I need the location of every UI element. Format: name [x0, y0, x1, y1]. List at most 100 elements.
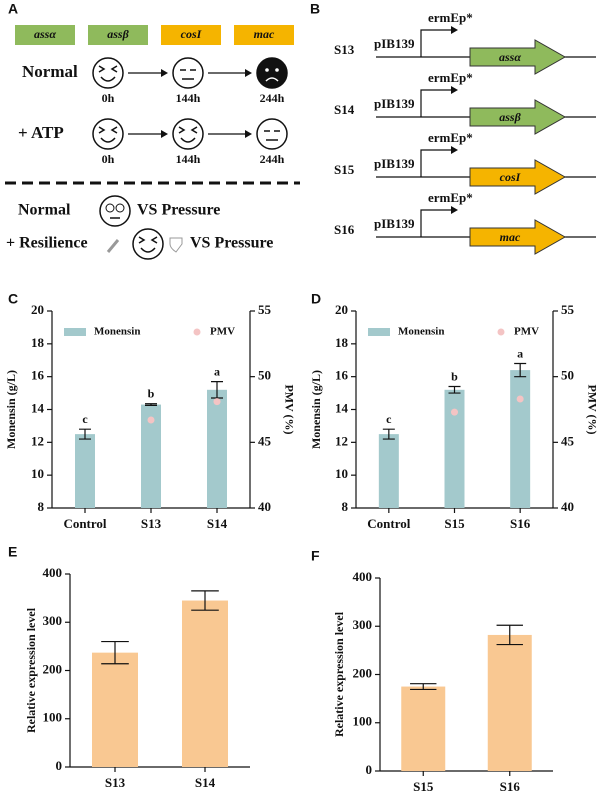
y-tick-label: 400	[353, 569, 373, 584]
y-axis-label: Relative expression level	[24, 607, 38, 733]
pmv-point	[213, 398, 221, 406]
pmv-point	[516, 395, 524, 403]
face-icon	[92, 57, 124, 89]
x-tick-label: S16	[500, 779, 521, 794]
strain-label: S14	[334, 102, 355, 117]
error-bar	[410, 683, 437, 691]
strain-label: S13	[334, 42, 355, 57]
face-features	[98, 126, 118, 143]
y-tick-label: 8	[342, 499, 349, 514]
y2-axis-label: PMV (%)	[282, 384, 296, 434]
promoter-head	[451, 86, 458, 94]
y-tick-label: 10	[335, 466, 348, 481]
significance-label: b	[148, 387, 155, 401]
y-axis-label: Monensin (g/L)	[309, 370, 323, 449]
y-tick-label: 16	[335, 368, 349, 383]
y2-tick-label: 55	[561, 302, 575, 317]
legend-swatch	[64, 328, 86, 336]
y-tick-label: 0	[56, 758, 63, 773]
legend-label: PMV	[514, 326, 539, 338]
bar	[182, 600, 228, 767]
bar	[487, 634, 532, 771]
gene-label: mac	[500, 230, 521, 244]
legend-swatch	[497, 328, 505, 336]
x-tick-label: S16	[510, 516, 531, 531]
face-eye	[265, 68, 269, 72]
condition-label: + Resilience	[6, 235, 88, 252]
significance-label: c	[386, 412, 392, 426]
face-icon	[92, 118, 124, 150]
y-tick-label: 8	[38, 499, 45, 514]
plasmid-label: pIB139	[374, 156, 415, 171]
x-tick-label: S15	[444, 516, 465, 531]
y-tick-label: 16	[31, 368, 45, 383]
gene-arrow	[469, 99, 567, 135]
sword-icon	[106, 239, 120, 253]
significance-label: b	[451, 369, 458, 383]
promoter	[420, 89, 452, 117]
y-tick-label: 14	[335, 400, 349, 415]
face-icon	[132, 228, 164, 260]
y-tick-label: 20	[335, 302, 348, 317]
arrow-head	[161, 130, 168, 138]
comparison-label: VS Pressure	[137, 202, 220, 219]
y-tick-label: 18	[31, 335, 45, 350]
face-eye	[105, 203, 115, 213]
plasmid-label: pIB139	[374, 36, 415, 51]
gene-box	[88, 25, 148, 45]
significance-label: a	[517, 346, 523, 360]
y2-tick-label: 50	[561, 368, 574, 383]
face-features	[178, 126, 198, 143]
face-icon	[256, 118, 288, 150]
promoter	[420, 209, 452, 237]
arrow-head	[245, 130, 252, 138]
y-tick-label: 200	[353, 665, 373, 680]
face-mouth	[265, 77, 279, 82]
gene-label: mac	[254, 27, 275, 41]
gene-arrow	[469, 159, 567, 195]
legend-swatch	[193, 328, 201, 336]
gene-label: assβ	[499, 110, 521, 124]
pmv-point	[147, 416, 155, 424]
x-tick-label: S15	[413, 779, 434, 794]
error-bar	[448, 385, 461, 394]
bar	[510, 370, 531, 508]
arrow-head	[161, 69, 168, 77]
promoter-head	[451, 146, 458, 154]
gene-arrow	[469, 39, 567, 75]
y2-tick-label: 55	[258, 302, 272, 317]
bar	[141, 404, 161, 508]
x-tick-label: S13	[105, 775, 126, 790]
y2-tick-label: 40	[561, 499, 574, 514]
panel-label: C	[8, 291, 18, 307]
panel-label: F	[311, 548, 320, 564]
error-bar	[211, 380, 223, 399]
arrow-head	[245, 69, 252, 77]
y-tick-label: 18	[335, 335, 349, 350]
x-tick-label: S13	[141, 516, 162, 531]
time-label: 144h	[176, 152, 201, 166]
y2-tick-label: 45	[258, 433, 272, 448]
legend-swatch	[368, 328, 390, 336]
y-tick-label: 300	[353, 617, 373, 632]
gene-box	[15, 25, 75, 45]
comparison-label: VS Pressure	[190, 235, 273, 252]
face-eye	[180, 69, 196, 80]
error-bar	[514, 362, 527, 378]
y-tick-label: 0	[366, 762, 373, 777]
y-tick-label: 12	[335, 433, 348, 448]
legend-label: Monensin	[94, 326, 140, 338]
bar	[401, 686, 446, 771]
significance-label: a	[214, 364, 220, 378]
pmv-point	[451, 408, 458, 416]
promoter-label: ermEp*	[428, 190, 473, 205]
y-tick-label: 100	[353, 714, 373, 729]
legend-label: PMV	[210, 326, 235, 338]
promoter-label: ermEp*	[428, 70, 473, 85]
bar	[207, 389, 227, 508]
condition-label: Normal	[18, 202, 71, 219]
time-label: 144h	[176, 91, 201, 105]
condition-label: Normal	[22, 62, 78, 81]
error-bar	[145, 403, 157, 406]
